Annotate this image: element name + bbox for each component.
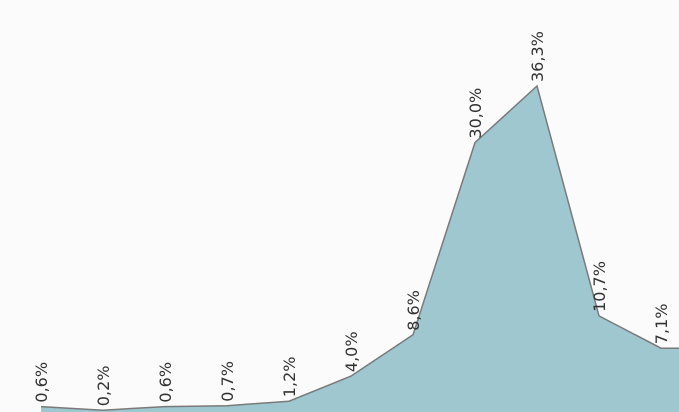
data-label: 4,0%	[342, 331, 361, 372]
data-label: 1,2%	[280, 357, 299, 398]
data-label: 10,7%	[590, 261, 609, 312]
data-label: 8,6%	[404, 290, 423, 331]
data-label: 0,6%	[32, 362, 51, 403]
data-label: 7,1%	[652, 304, 671, 345]
data-label: 0,7%	[218, 361, 237, 402]
data-label: 0,2%	[94, 366, 113, 407]
data-label: 0,6%	[156, 362, 175, 403]
area-layer	[40, 84, 679, 412]
data-label: 36,3%	[528, 31, 547, 82]
area-outline	[40, 84, 679, 411]
data-label: 30,0%	[466, 88, 485, 139]
area-series	[41, 86, 679, 412]
data-labels: 0,6% 0,2% 0,6% 0,7% 1,2% 4,0% 8,6% 30,0% 36,3% 10…	[32, 31, 671, 406]
